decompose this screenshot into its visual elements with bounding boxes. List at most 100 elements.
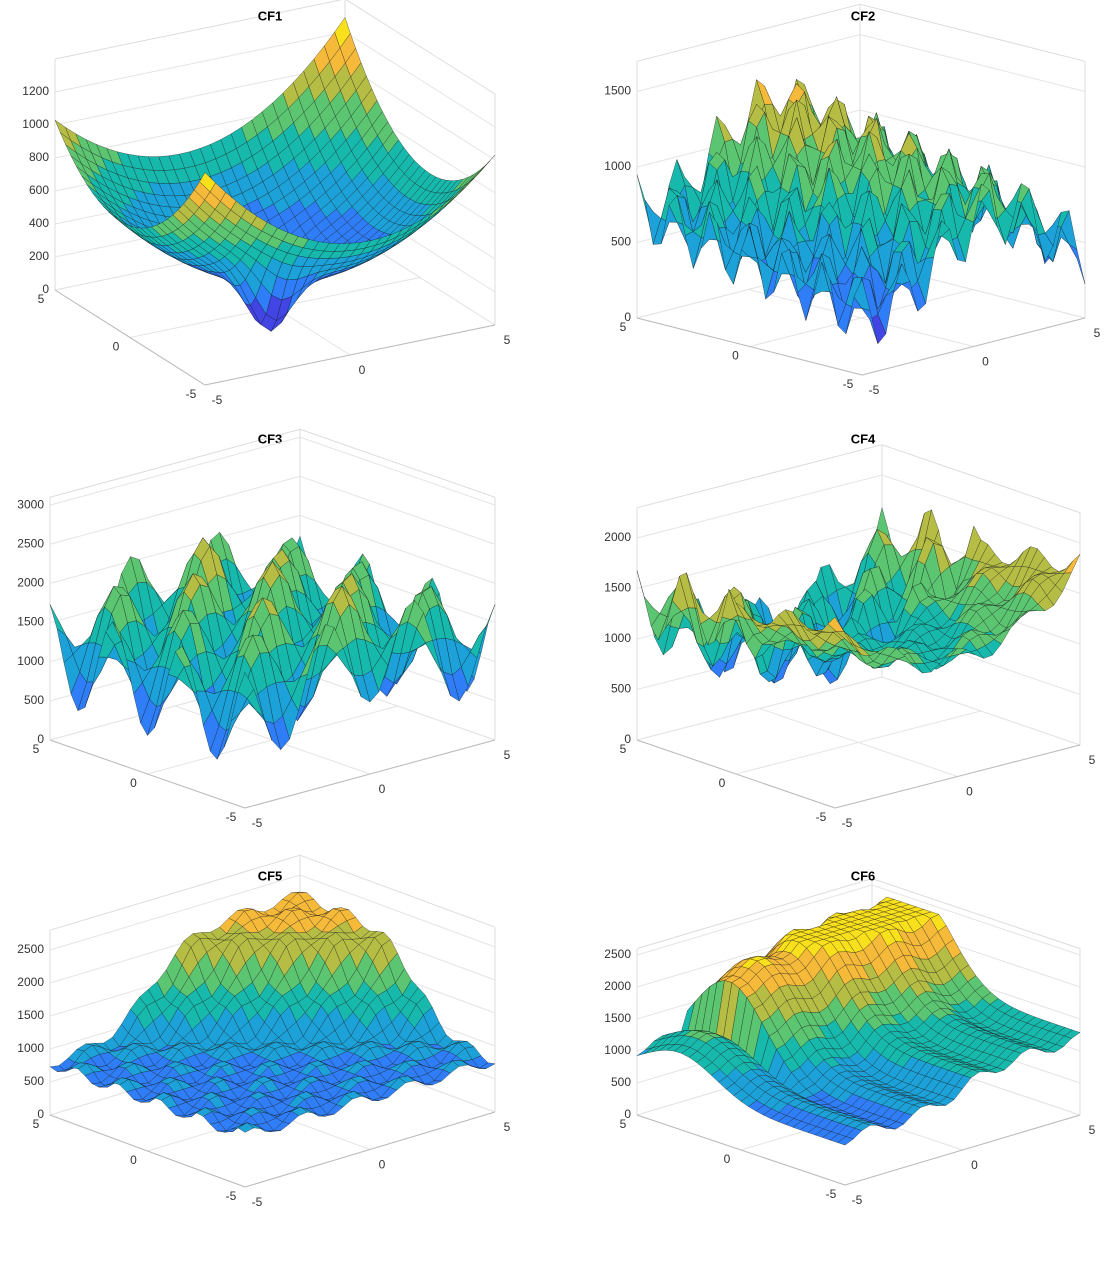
- z-tick-label: 1500: [17, 1008, 44, 1022]
- y-tick-label: 5: [33, 1117, 40, 1131]
- z-grid-line: [636, 676, 1081, 746]
- box-edge: [881, 444, 1081, 514]
- x-tick-label: 0: [359, 363, 366, 377]
- box-edge: [861, 317, 1086, 376]
- z-tick-label: 0: [42, 282, 49, 296]
- chart-title: CF3: [258, 431, 283, 446]
- x-tick-label: -5: [852, 1193, 863, 1207]
- z-tick-label: 2000: [604, 530, 631, 544]
- y-grid-line: [735, 710, 982, 775]
- z-tick-label: 3000: [17, 497, 44, 511]
- x-tick-label: 5: [1089, 753, 1096, 767]
- y-tick-label: 0: [724, 1152, 731, 1166]
- box-edge: [636, 739, 836, 809]
- surface: [54, 17, 496, 332]
- box-edge: [834, 744, 1081, 809]
- z-tick-label: 500: [24, 1074, 44, 1088]
- x-tick-label: 5: [504, 748, 511, 762]
- box-edge: [636, 444, 883, 509]
- z-tick-label: 1500: [604, 581, 631, 595]
- z-grid-line: [49, 475, 496, 545]
- y-tick-label: 0: [113, 340, 120, 354]
- y-tick-label: -5: [186, 387, 197, 401]
- z-tick-label: 1000: [17, 1041, 44, 1055]
- z-grid-line: [636, 474, 1081, 544]
- x-tick-label: 5: [504, 1120, 511, 1134]
- z-tick-label: 2500: [604, 947, 631, 961]
- z-tick-label: 1000: [604, 159, 631, 173]
- y-grid-line: [636, 676, 883, 741]
- y-tick-label: 5: [620, 1117, 627, 1131]
- box-edge: [859, 3, 1086, 62]
- x-tick-label: -5: [252, 1195, 263, 1209]
- x-tick-label: -5: [842, 816, 853, 830]
- z-tick-label: 1000: [22, 117, 49, 131]
- z-tick-label: 2500: [17, 536, 44, 550]
- chart-title: CF4: [851, 431, 876, 446]
- surface: [636, 78, 1086, 345]
- y-tick-label: 0: [130, 1153, 137, 1167]
- z-tick-label: 2000: [17, 576, 44, 590]
- z-tick-label: 500: [611, 235, 631, 249]
- x-tick-label: 0: [971, 1158, 978, 1172]
- box-edge: [204, 324, 496, 386]
- x-tick-label: -5: [212, 393, 223, 407]
- z-tick-label: 800: [29, 150, 49, 164]
- x-tick-label: -5: [252, 816, 263, 830]
- surface-face: [1068, 243, 1086, 285]
- y-tick-label: -5: [826, 1187, 837, 1201]
- y-tick-label: 0: [719, 776, 726, 790]
- z-tick-label: 2000: [17, 975, 44, 989]
- z-tick-label: 600: [29, 183, 49, 197]
- x-tick-label: 0: [982, 355, 989, 369]
- chart-title: CF2: [851, 8, 876, 23]
- y-tick-label: 5: [38, 292, 45, 306]
- box-edge: [345, 0, 496, 95]
- z-tick-label: 1500: [604, 1011, 631, 1025]
- surface: [49, 532, 496, 760]
- y-tick-label: 5: [33, 742, 40, 756]
- box-edge: [244, 739, 496, 809]
- y-tick-label: -5: [226, 810, 237, 824]
- z-tick-label: 500: [611, 1075, 631, 1089]
- y-tick-label: 5: [620, 742, 627, 756]
- chart-title: CF6: [851, 868, 876, 883]
- surface-face: [1063, 554, 1081, 574]
- z-tick-label: 2500: [17, 942, 44, 956]
- z-grid-line: [49, 436, 496, 506]
- z-tick-label: 1200: [22, 84, 49, 98]
- x-tick-label: 0: [379, 1158, 386, 1172]
- x-tick-label: 0: [379, 782, 386, 796]
- box-edge: [299, 428, 496, 498]
- z-tick-label: 0: [37, 732, 44, 746]
- box-edge: [636, 317, 863, 376]
- surface-face: [636, 570, 653, 608]
- y-tick-label: -5: [816, 810, 827, 824]
- z-tick-label: 500: [611, 682, 631, 696]
- z-grid-line: [636, 33, 1086, 92]
- y-tick-label: -5: [226, 1189, 237, 1203]
- chart-title: CF1: [258, 8, 283, 23]
- surface: [636, 507, 1081, 685]
- box-edge: [636, 3, 861, 62]
- box-edge: [49, 428, 301, 498]
- z-tick-label: 1500: [17, 615, 44, 629]
- z-tick-label: 2000: [604, 979, 631, 993]
- x-tick-label: 0: [966, 785, 973, 799]
- surface-face: [199, 172, 216, 193]
- z-tick-label: 500: [24, 693, 44, 707]
- y-grid-line: [749, 289, 973, 347]
- z-tick-label: 1500: [604, 84, 631, 98]
- z-tick-label: 1000: [17, 654, 44, 668]
- surface-face: [636, 174, 654, 212]
- z-tick-label: 1000: [604, 1043, 631, 1057]
- box-edge: [54, 289, 206, 386]
- box-edge: [54, 0, 343, 60]
- z-tick-label: 0: [624, 310, 631, 324]
